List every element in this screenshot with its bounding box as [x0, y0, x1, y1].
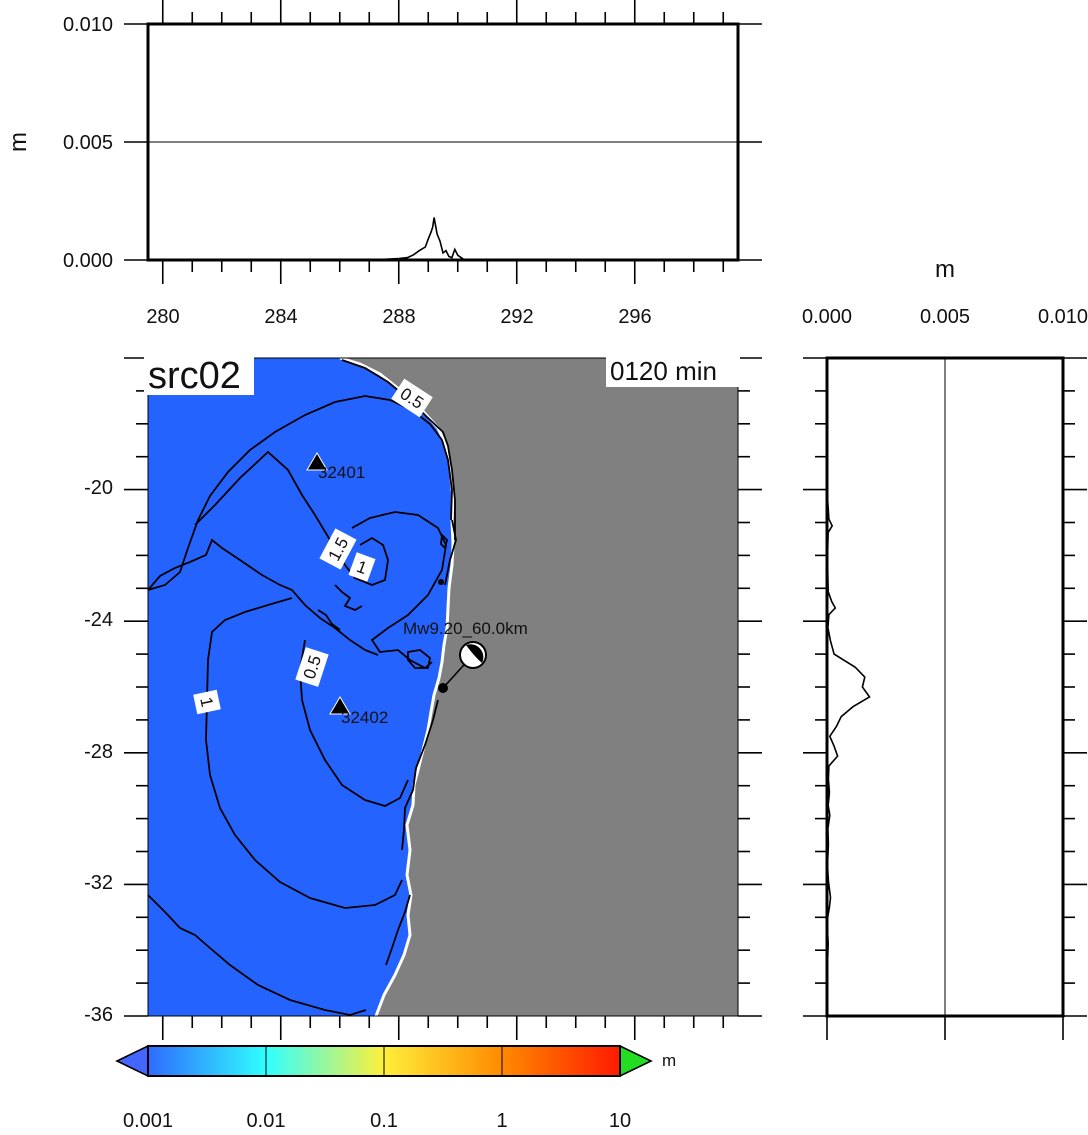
contour-labels: 0.5 1.5 1 0.5 1 [193, 378, 433, 715]
contour-north-west [148, 538, 379, 656]
colorbar-segment [384, 1046, 502, 1076]
contour-label-bg [295, 647, 329, 687]
contour-label-text: 1 [196, 695, 217, 708]
right-x-tick-labels: 0.000 0.005 0.010 [802, 306, 1088, 328]
time-box: 0120 min [606, 355, 740, 387]
colorbar-unit: m [662, 1051, 676, 1070]
lat-tick-label: -32 [84, 872, 113, 894]
colorbar-segment [502, 1046, 620, 1076]
lat-tick-label: -36 [84, 1004, 113, 1026]
station-label: 32401 [318, 463, 365, 482]
coastline [339, 358, 455, 1016]
right-profile-series [827, 358, 871, 1016]
top-profile-series [148, 217, 738, 260]
contour-label: 1 [193, 689, 221, 715]
contour-label-bg [193, 689, 221, 715]
title-box: src02 [144, 355, 254, 397]
colorbar-tick-label: 0.001 [123, 1110, 173, 1132]
colorbar-over-arrow [619, 1044, 653, 1078]
top-panel-ticks [124, 0, 762, 284]
contour-1p5-ring [351, 511, 447, 670]
colorbar-tick-label: 0.01 [247, 1110, 286, 1132]
source-mechanism: Mw9.20_60.0km [403, 619, 528, 693]
contour-1-outer [148, 395, 453, 591]
source-label: Mw9.20_60.0km [403, 619, 528, 638]
top-y-tick-label: 0.005 [63, 132, 113, 154]
lat-tick-label: -28 [84, 741, 113, 763]
colorbar-under-arrow [115, 1044, 149, 1078]
lon-tick-label: 296 [618, 306, 651, 328]
contour-outer-southwest [148, 894, 367, 1016]
right-panel-ticks [803, 357, 1087, 1040]
colorbar-tick-label: 1 [496, 1110, 507, 1132]
colorbar-tick-label: 10 [609, 1110, 631, 1132]
colorbar-tick-labels: 0.001 0.01 0.1 1 10 [123, 1110, 631, 1132]
contour-0p5-south [299, 639, 409, 807]
right-x-axis-label: m [935, 256, 955, 283]
lon-tick-label: 284 [264, 306, 297, 328]
colorbar-tick-label: 0.1 [370, 1110, 398, 1132]
contour-coast-fringe [385, 519, 457, 966]
top-y-tick-label: 0.000 [63, 250, 113, 272]
top-y-tick-label: 0.010 [63, 14, 113, 36]
contour-label: 1 [348, 552, 376, 582]
lon-tick-label: 288 [382, 306, 415, 328]
right-x-tick-label: 0.010 [1038, 306, 1088, 328]
top-profile-panel: 0.010 0.005 0.000 m 280 284 288 292 296 [5, 0, 762, 328]
top-y-axis-label: m [5, 132, 32, 152]
contour-islands [317, 533, 448, 669]
map-lat-tick-labels: -20 -24 -28 -32 -36 [84, 477, 113, 1026]
beachball-compressional-quadrant-icon [466, 644, 484, 663]
elapsed-time: 0120 min [610, 356, 717, 386]
lon-tick-label: 280 [146, 306, 179, 328]
right-x-tick-label: 0.000 [802, 306, 852, 328]
time-box-bg [606, 355, 740, 387]
contour-lines [148, 359, 457, 1016]
map-ticks [124, 357, 762, 1040]
station-32401: 32401 [306, 452, 365, 482]
colorbar-segment [266, 1046, 384, 1076]
lon-tick-label: 292 [500, 306, 533, 328]
station-32402: 32402 [329, 696, 388, 727]
map-panel: 0.5 1.5 1 0.5 1 [84, 355, 762, 1040]
station-triangle-icon [329, 696, 351, 715]
run-title: src02 [148, 355, 241, 397]
colorbar: m 0.001 0.01 0.1 1 10 [115, 1044, 676, 1132]
station-triangle-icon [306, 452, 328, 471]
contour-1-south [205, 597, 403, 909]
lat-tick-label: -24 [84, 609, 113, 631]
top-x-tick-labels: 280 284 288 292 296 [146, 306, 651, 328]
station-label: 32402 [341, 708, 388, 727]
land-area [340, 358, 738, 1016]
contour-0p5-outer [341, 359, 456, 540]
right-profile-panel: m 0.000 0.005 0.010 [802, 256, 1088, 1040]
title-box-bg [144, 355, 254, 395]
colorbar-segment [148, 1046, 266, 1076]
contour-label: 0.5 [295, 647, 329, 687]
contour-label-bg [319, 528, 357, 570]
top-y-tick-labels: 0.010 0.005 0.000 [63, 14, 113, 272]
contour-label-bg [391, 378, 433, 418]
right-x-tick-label: 0.005 [920, 306, 970, 328]
contour-label-bg [348, 552, 376, 582]
lat-tick-label: -20 [84, 477, 113, 499]
coastal-point-marker [438, 579, 444, 585]
epicenter-dot-icon [438, 683, 448, 693]
